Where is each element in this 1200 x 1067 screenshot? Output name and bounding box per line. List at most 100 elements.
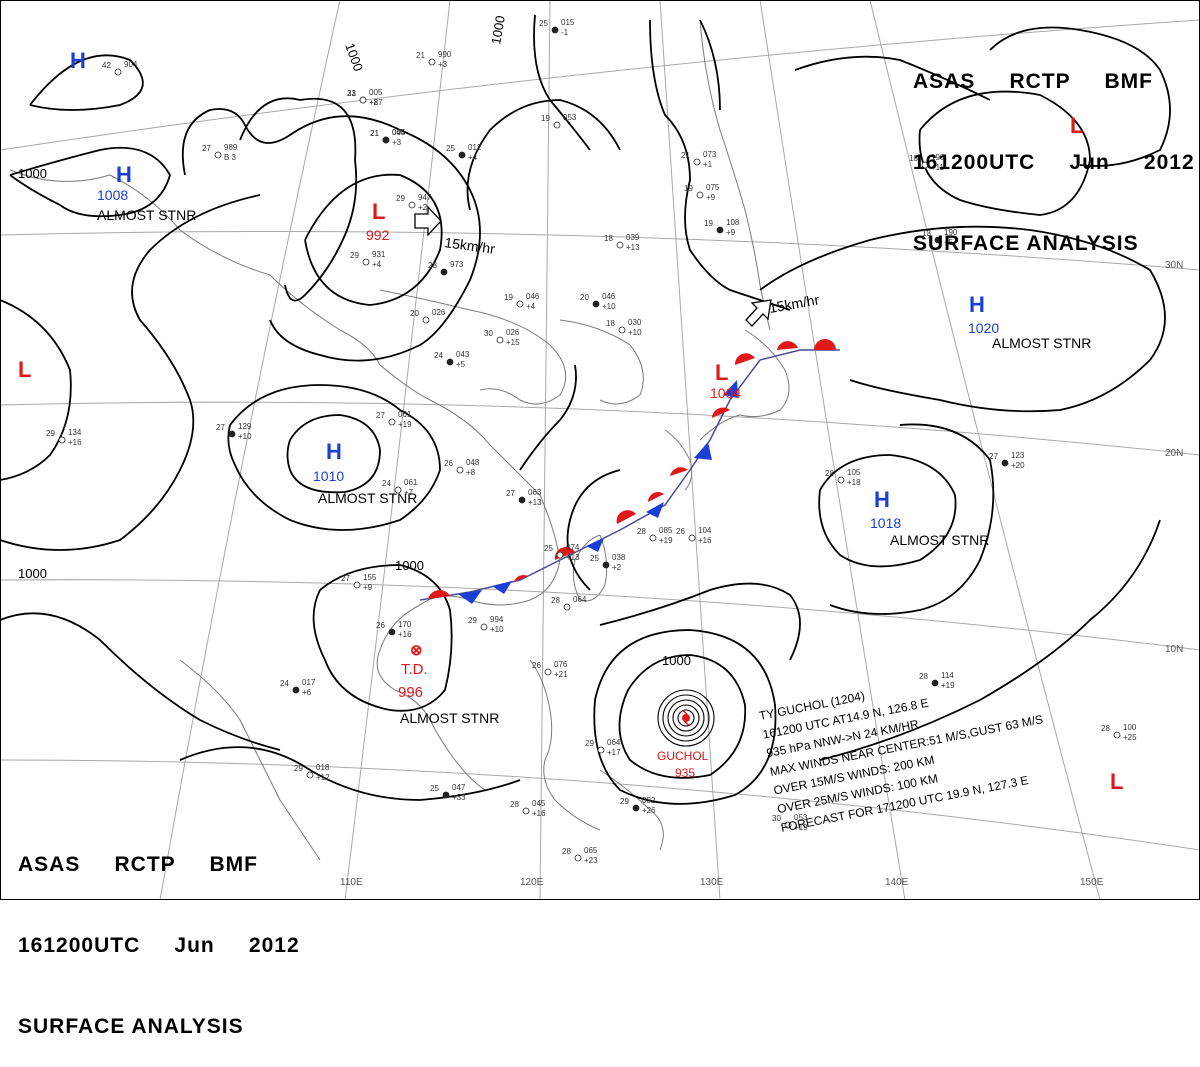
station-plot: 29 947+2 (396, 193, 432, 212)
station-plot: 27 063+13 (506, 488, 542, 507)
low-center: L 992 (366, 199, 390, 243)
station-tendency: +5 (456, 360, 466, 369)
station-plot: 28 064 (551, 595, 587, 611)
station-plot: 28 114+19 (919, 671, 955, 690)
footer-title-line: SURFACE ANALYSIS (18, 1015, 244, 1038)
station-pressure: 038 (612, 553, 626, 562)
center-pressure: 996 (398, 684, 423, 701)
station-temperature: 25 (539, 19, 548, 28)
station-circle-icon (553, 121, 561, 129)
station-tendency: +20 (1011, 461, 1025, 470)
station-circle-icon (696, 191, 704, 199)
station-pressure: 061 (398, 410, 412, 419)
station-tendency: +2 (612, 563, 622, 572)
station-tendency: +9 (706, 193, 716, 202)
station-tendency: +9 (726, 228, 736, 237)
isobar-label: 1000 (18, 566, 47, 581)
station-circle-icon (214, 151, 222, 159)
station-tendency: +11 (931, 163, 945, 172)
station-circle-icon (496, 336, 504, 344)
station-circle-icon (522, 807, 530, 815)
station-tendency: +10 (490, 625, 504, 634)
center-pressure: 1008 (97, 187, 128, 203)
station-temperature: 27 (202, 144, 211, 153)
station-pressure: 990 (438, 50, 452, 59)
header-title-line: ASAS RCTP BMF (913, 70, 1153, 93)
station-pressure: 989 (224, 143, 238, 152)
station-pressure: 114 (941, 671, 954, 680)
warm-front-bump (734, 353, 755, 365)
typhoon-info: TY GUCHOL (1204) 161200 UTC AT14.9 N, 12… (758, 689, 1044, 835)
station-pressure: 076 (554, 660, 568, 669)
station-plot: 24 061+7 (382, 478, 418, 497)
station-circle-icon (446, 358, 454, 366)
high-center-symbol: H (116, 162, 132, 187)
typhoon-symbol (682, 710, 690, 726)
high-center: H 1020 ALMOST STNR (968, 292, 1091, 351)
station-tendency: +7 (404, 488, 414, 497)
station-circle-icon (597, 746, 605, 754)
station-circle-icon (716, 226, 724, 234)
station-temperature: 29 (620, 797, 629, 806)
station-circle-icon (480, 623, 488, 631)
station-plot: 28 045+16 (510, 799, 546, 818)
warm-front-bump (514, 574, 528, 582)
station-pressure: 108 (726, 218, 740, 227)
station-plot: 25 047+33 (430, 783, 466, 802)
station-plot: 24 017+6 (280, 678, 316, 697)
station-temperature: 21 (370, 129, 379, 138)
station-temperature: 28 (428, 261, 437, 270)
station-plot: 21 073+1 (681, 150, 717, 169)
station-plot: 21 045 (370, 128, 406, 144)
station-plot: 27 061+19 (376, 410, 412, 429)
station-temperature: 29 (46, 429, 55, 438)
center-motion-note: ALMOST STNR (890, 532, 989, 548)
footer-title-line: ASAS RCTP BMF (18, 853, 258, 876)
station-circle-icon (388, 418, 396, 426)
station-temperature: 29 (396, 194, 405, 203)
station-pressure: 015 (561, 18, 575, 27)
station-pressure: 053 (794, 813, 808, 822)
station-plot: 20 026 (410, 308, 446, 324)
station-circle-icon (362, 258, 370, 266)
cold-front-tooth (586, 538, 604, 552)
station-pressure: 134 (68, 428, 82, 437)
cold-front-tooth (723, 380, 738, 398)
station-pressure: 073 (703, 150, 717, 159)
station-circle-icon (921, 161, 929, 169)
station-temperature: 26 (376, 621, 385, 630)
station-circle-icon (359, 96, 367, 104)
station-circle-icon (551, 26, 559, 34)
typhoon-core (657, 689, 715, 747)
station-tendency: +19 (659, 536, 673, 545)
station-temperature: 28 (825, 469, 834, 478)
station-temperature: 18 (604, 234, 613, 243)
warm-front-bump (814, 339, 836, 350)
station-plot: 13 190+5 (922, 228, 958, 247)
station-pressure: 190 (944, 228, 958, 237)
station-plot: 18 039+13 (604, 233, 640, 252)
station-temperature: 28 (551, 596, 560, 605)
station-temperature: 28 (637, 527, 646, 536)
station-tendency: -1 (561, 28, 569, 37)
station-tendency: +16 (398, 630, 412, 639)
station-temperature: 13 (922, 229, 931, 238)
station-tendency: +9 (363, 583, 373, 592)
station-circle-icon (228, 430, 236, 438)
station-temperature: 24 (382, 479, 391, 488)
station-temperature: 30 (772, 814, 781, 823)
td-label: T.D. (401, 661, 428, 678)
longitude-label: 140E (885, 877, 909, 888)
cold-front-tooth (458, 590, 482, 604)
station-tendency: +3 (438, 60, 448, 69)
station-pressure: 004 (392, 128, 406, 137)
station-temperature: 19 (684, 184, 693, 193)
station-temperature: 30 (484, 329, 493, 338)
station-plot: 28 105+18 (825, 468, 861, 487)
station-circle-icon (1001, 459, 1009, 467)
station-pressure: 018 (316, 763, 330, 772)
station-tendency: +5 (944, 238, 954, 247)
station-plot: 26 104+16 (676, 526, 712, 545)
station-plot: 13 190+11 (909, 153, 945, 172)
station-plot: 20 046+10 (580, 292, 616, 311)
